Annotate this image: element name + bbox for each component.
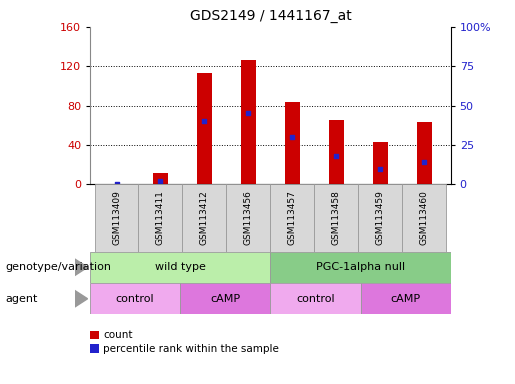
Text: PGC-1alpha null: PGC-1alpha null xyxy=(316,262,405,272)
Bar xyxy=(270,252,451,283)
Bar xyxy=(197,73,212,184)
Bar xyxy=(182,184,227,252)
Bar xyxy=(402,184,446,252)
Text: GSM113458: GSM113458 xyxy=(332,190,341,245)
Text: GSM113459: GSM113459 xyxy=(376,190,385,245)
Bar xyxy=(372,142,388,184)
Text: control: control xyxy=(296,294,335,304)
Text: GSM113409: GSM113409 xyxy=(112,190,121,245)
Bar xyxy=(241,60,256,184)
Point xyxy=(244,111,252,117)
Point xyxy=(332,153,340,159)
Bar xyxy=(95,184,139,252)
Bar xyxy=(180,283,270,314)
Point xyxy=(376,166,384,172)
Bar xyxy=(360,283,451,314)
Text: GSM113411: GSM113411 xyxy=(156,190,165,245)
Bar xyxy=(358,184,402,252)
Bar xyxy=(90,252,270,283)
Text: GSM113412: GSM113412 xyxy=(200,190,209,245)
Bar xyxy=(139,184,182,252)
Text: count: count xyxy=(103,330,132,340)
Polygon shape xyxy=(75,290,88,307)
Text: percentile rank within the sample: percentile rank within the sample xyxy=(103,344,279,354)
Bar xyxy=(153,172,168,184)
Bar xyxy=(90,283,180,314)
Bar xyxy=(270,283,360,314)
Point xyxy=(157,178,165,184)
Text: GSM113457: GSM113457 xyxy=(288,190,297,245)
Bar xyxy=(227,184,270,252)
Title: GDS2149 / 1441167_at: GDS2149 / 1441167_at xyxy=(190,9,351,23)
Point xyxy=(288,134,297,140)
Text: cAMP: cAMP xyxy=(390,294,421,304)
Bar xyxy=(329,120,344,184)
Text: cAMP: cAMP xyxy=(210,294,241,304)
Text: wild type: wild type xyxy=(155,262,205,272)
Text: genotype/variation: genotype/variation xyxy=(5,262,111,272)
Bar xyxy=(314,184,358,252)
Point xyxy=(200,118,209,124)
Text: GSM113460: GSM113460 xyxy=(420,190,429,245)
Point xyxy=(112,181,121,187)
Bar xyxy=(417,122,432,184)
Point xyxy=(420,159,428,166)
Text: agent: agent xyxy=(5,294,38,304)
Polygon shape xyxy=(75,259,88,276)
Bar xyxy=(270,184,314,252)
Bar xyxy=(285,102,300,184)
Text: GSM113456: GSM113456 xyxy=(244,190,253,245)
Text: control: control xyxy=(116,294,154,304)
